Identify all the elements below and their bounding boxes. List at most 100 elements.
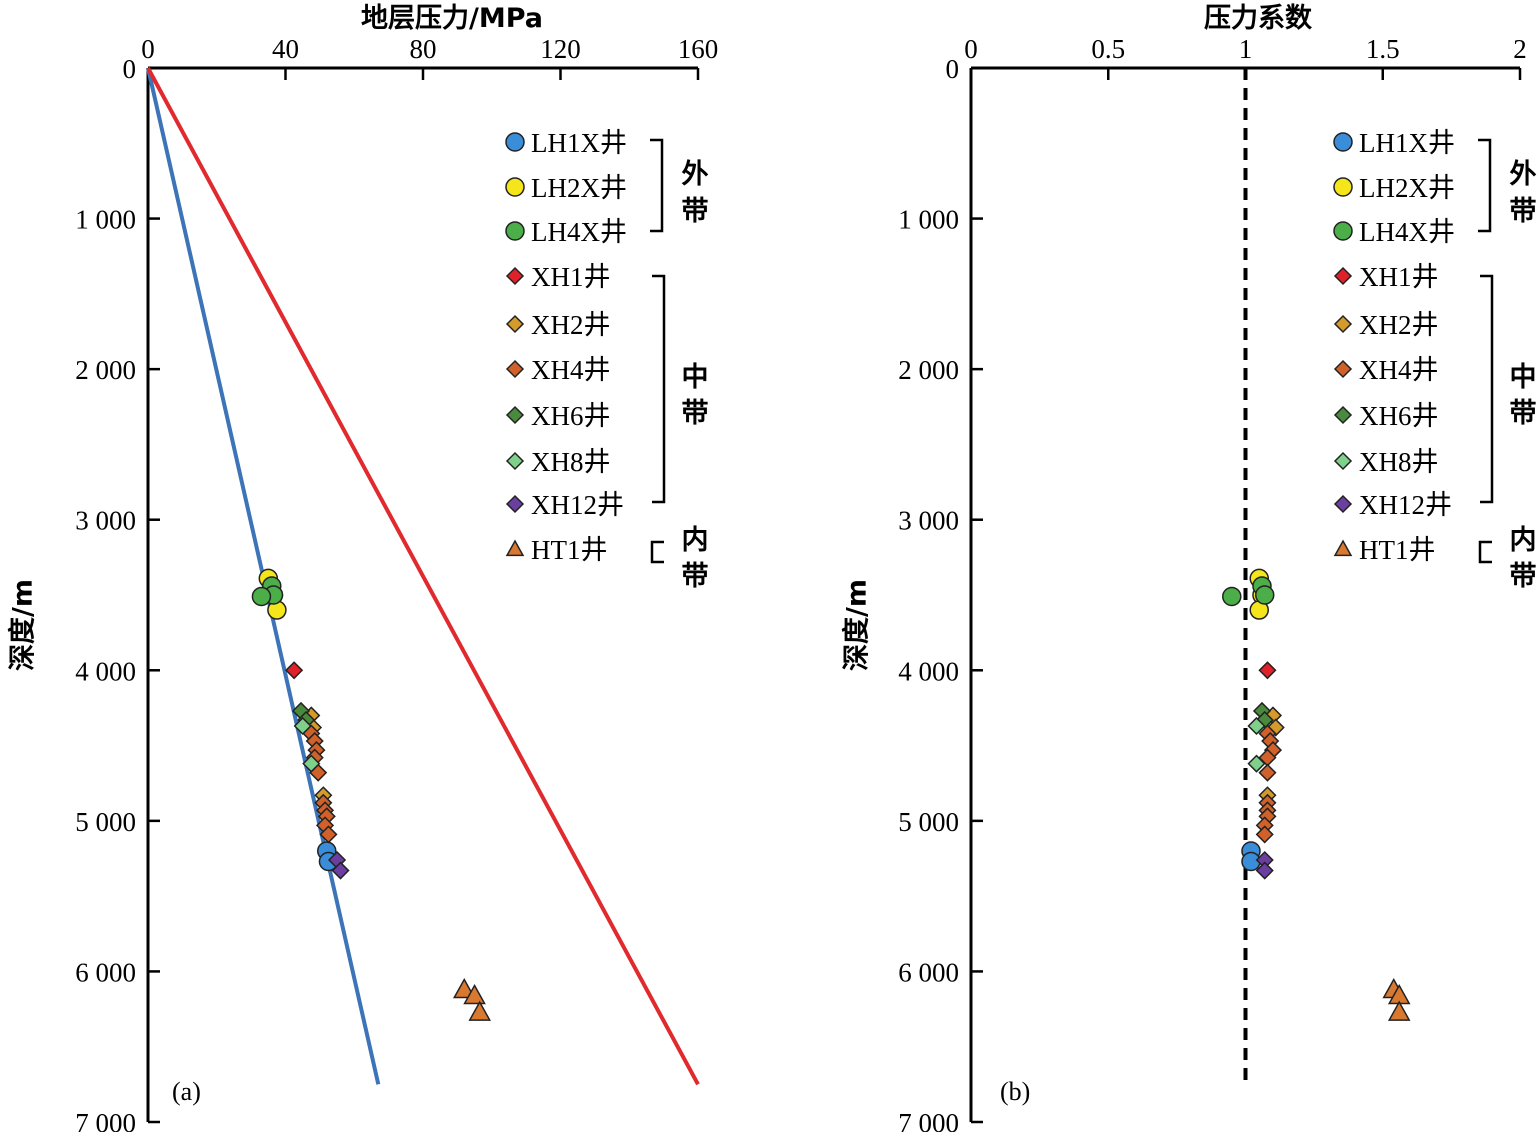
legend-marker-XH6 (1333, 405, 1353, 425)
x-tick-label: 120 (540, 34, 581, 64)
y-tick-label: 0 (946, 54, 960, 84)
y-axis-title: 深度/m (7, 579, 39, 671)
legend-label: XH2井 (1359, 310, 1439, 340)
y-tick-label: 5 000 (898, 807, 959, 837)
legend-label: XH8井 (531, 447, 611, 477)
data-point-LH4X (1254, 585, 1275, 605)
legend-marker-LH2X (1333, 177, 1353, 197)
legend-marker-XH4 (1333, 359, 1353, 379)
legend-marker-XH8 (505, 451, 525, 471)
data-point-XH8 (1247, 716, 1266, 736)
legend-label: XH12井 (531, 490, 624, 520)
legend-label: XH6井 (1359, 401, 1439, 431)
legend-marker-LH1X (1333, 132, 1353, 152)
x-axis-title: 地层压力/MPa (361, 3, 543, 34)
data-point-XH1 (1258, 661, 1277, 680)
legend-marker-XH6 (505, 405, 525, 425)
data-point-XH8 (1247, 754, 1266, 773)
legend-label: XH4井 (531, 355, 611, 385)
middle-zone-label: 中 (682, 362, 709, 393)
outer-zone-label: 带 (1510, 196, 1537, 227)
middle-zone-label: 中 (1510, 362, 1537, 393)
panel-label: (a) (172, 1077, 201, 1106)
y-tick-label: 5 000 (75, 807, 136, 837)
legend-label: XH1井 (1359, 262, 1439, 292)
outer-zone-label: 带 (682, 196, 709, 227)
outer-zone-label: 外 (1510, 159, 1537, 190)
data-point-XH1 (285, 661, 304, 680)
x-axis-title: 压力系数 (1204, 3, 1313, 34)
x-tick-label: 40 (272, 34, 299, 64)
legend-marker-XH8 (1333, 451, 1353, 471)
legend-marker-XH2 (1333, 314, 1353, 334)
outer-zone-bracket (650, 138, 664, 233)
inner-zone-label: 内 (682, 525, 709, 556)
y-tick-label: 1 000 (75, 205, 136, 235)
outer-zone-label: 外 (682, 159, 709, 190)
legend-marker-HT1 (505, 539, 525, 557)
middle-zone-bracket (652, 274, 666, 504)
legend-label: LH4X井 (531, 217, 627, 247)
legend-label: XH2井 (531, 310, 611, 340)
legend-marker-XH4 (505, 359, 525, 379)
middle-zone-label: 带 (1510, 398, 1537, 429)
legend-marker-LH1X (505, 132, 525, 152)
y-tick-label: 0 (123, 54, 137, 84)
legend-marker-HT1 (1333, 539, 1353, 557)
panel-a-pressure-chart: 0 40 80 120 160 0 1 000 2 000 3 000 4 000 5 000 6 0… (7, 3, 719, 1132)
data-point-HT1 (463, 983, 486, 1005)
legend-marker-XH12 (1333, 494, 1353, 514)
data-point-XH4 (1255, 825, 1274, 844)
y-tick-label: 2 000 (898, 355, 959, 385)
inner-zone-label: 带 (1510, 561, 1537, 592)
x-tick-label: 2 (1513, 34, 1527, 64)
y-axis-title: 深度/m (841, 579, 873, 671)
legend-marker-LH2X (505, 177, 525, 197)
data-point-XH8 (302, 754, 321, 773)
y-tick-label: 4 000 (898, 656, 959, 686)
y-tick-label: 3 000 (75, 506, 136, 536)
x-tick-label: 80 (410, 34, 437, 64)
legend-label: XH8井 (1359, 447, 1439, 477)
data-point-LH4X (1222, 586, 1242, 607)
legend-marker-LH4X (505, 221, 525, 241)
middle-zone-label: 带 (682, 398, 709, 429)
legend-label: LH1X井 (1359, 128, 1455, 158)
y-tick-label: 3 000 (898, 506, 959, 536)
legend-marker-LH4X (1333, 221, 1353, 241)
data-point-HT1 (468, 1000, 491, 1021)
legend-marker-XH1 (505, 266, 525, 286)
y-tick-label: 6 000 (75, 957, 136, 987)
y-tick-label: 7 000 (898, 1108, 959, 1132)
inner-zone-bracket (650, 540, 664, 564)
legend-label: XH1井 (531, 262, 611, 292)
data-point-HT1 (1387, 1000, 1411, 1021)
y-tick-label: 1 000 (898, 205, 959, 235)
outer-zone-bracket (1478, 138, 1492, 233)
lithostatic-line (146, 67, 700, 1086)
middle-zone-bracket (1480, 274, 1494, 504)
inner-zone-label: 内 (1510, 525, 1537, 556)
x-tick-label: 160 (678, 34, 719, 64)
legend-label: LH1X井 (531, 128, 627, 158)
x-tick-label: 0 (141, 34, 155, 64)
data-point-LH4X (251, 586, 272, 607)
y-tick-label: 2 000 (75, 355, 136, 385)
legend-label: LH4X井 (1359, 217, 1455, 247)
data-point-XH4 (319, 825, 338, 844)
x-tick-label: 1 (1239, 34, 1253, 64)
legend-marker-XH12 (505, 494, 525, 514)
panel-label: (b) (1000, 1077, 1030, 1106)
x-tick-label: 1.5 (1366, 34, 1400, 64)
y-tick-label: 7 000 (75, 1108, 136, 1132)
y-tick-label: 6 000 (898, 957, 959, 987)
legend-label: XH4井 (1359, 355, 1439, 385)
x-tick-label: 0 (964, 34, 978, 64)
x-tick-label: 0.5 (1091, 34, 1125, 64)
data-point-XH12 (331, 861, 350, 880)
data-point-HT1 (452, 977, 476, 999)
data-point-XH4 (1258, 763, 1277, 782)
legend-label: LH2X井 (1359, 173, 1455, 203)
legend: LH1X井 LH2X井 LH4X井 XH1井 XH2井 XH4井 XH6井 XH8井 XH12井… (1333, 128, 1537, 592)
